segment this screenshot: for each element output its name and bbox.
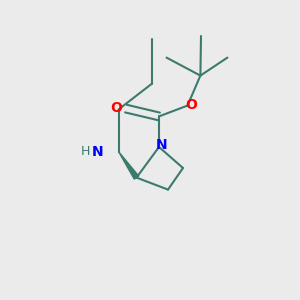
Text: N: N <box>92 145 103 158</box>
Text: H: H <box>81 145 90 158</box>
Text: O: O <box>185 98 197 112</box>
Text: O: O <box>110 101 122 115</box>
Polygon shape <box>118 152 139 179</box>
Text: N: N <box>156 138 167 152</box>
